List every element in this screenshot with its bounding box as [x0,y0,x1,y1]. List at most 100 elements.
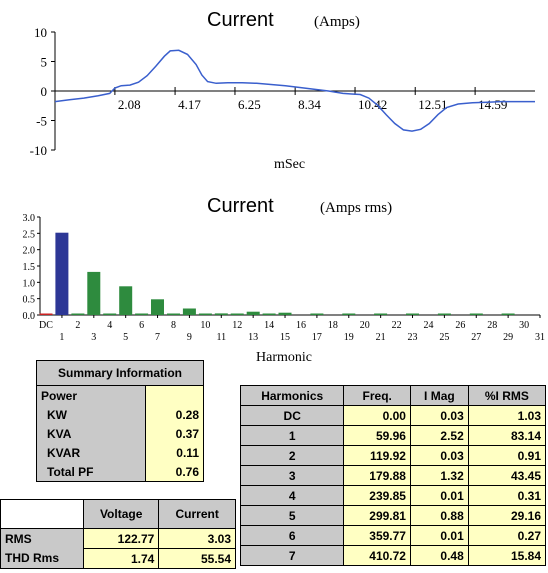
wave-y-ticks: 10 5 0 -5 -10 [30,25,55,158]
harmonics-table-row: 2 119.92 0.03 0.91 [239,445,547,466]
bar-x-tick-label-upper: 24 [423,320,433,331]
harmonics-table-row: 4 239.85 0.01 0.31 [239,485,547,506]
current-waveform-chart: Current (Amps) 10 5 0 -5 -10 2.08 4.17 6.25 8.3… [30,9,535,172]
bar-x-tick-label-lower: 3 [91,332,96,343]
bar-x-tick-label-lower: 29 [503,332,513,343]
bar-x-tick-label-lower: 11 [216,332,226,343]
harmonic-bar [71,313,85,315]
harmonic-pct-cell: 0.27 [467,525,547,546]
harmonic-bar [182,308,196,315]
wave-chart-title: Current [207,9,274,31]
harmonic-bar [469,313,483,315]
bar-x-tick-label-upper: 12 [232,320,242,331]
harmonic-order-cell: 5 [239,505,345,526]
bar-y-tick-label: 0.0 [23,311,36,322]
vi-voltage-cell: 122.77 [82,528,160,549]
harmonics-table-row: 5 299.81 0.88 29.16 [239,505,547,526]
harmonic-spectrum-chart: Current (Amps rms) 3.0 2.5 2.0 1.5 1.0 0.5 0.0… [23,195,546,365]
bar-x-tick-label-lower: 17 [312,332,322,343]
bar-y-tick-label: 1.0 [23,278,36,289]
harmonic-pct-cell: 83.14 [467,425,547,446]
harmonic-bar [406,313,419,315]
bar-y-tick-label: 2.5 [23,229,36,240]
bar-x-ticks: DC 2 4 6 8 10 12 14 16 18 20 22 24 26 28 301 3 5 7 9 11 13 15 1… [39,315,545,343]
vi-voltage-cell: 1.74 [82,548,160,569]
wave-x-tick-label: 10.42 [358,97,387,112]
bar-x-tick-label-lower: 1 [59,332,64,343]
bar-series [39,232,515,315]
wave-x-tick-label: 4.17 [178,97,201,112]
bar-y-tick-label: 1.5 [23,262,36,273]
wave-x-axis-label: mSec [274,157,305,172]
harmonic-imag-cell: 0.01 [409,485,469,506]
bar-x-tick-label-upper: 14 [264,320,274,331]
harmonic-bar [198,313,212,315]
current-waveform-line [54,49,535,132]
harmonic-bar [87,271,101,315]
harmonics-table: Harmonics Freq. I Mag %I RMS DC 0.00 0.03 1… [239,385,547,566]
bar-x-tick-label-lower: 15 [280,332,290,343]
vi-current-cell: 3.03 [158,528,236,549]
summary-title: Summary Information [36,360,204,386]
harmonic-bar [55,232,69,315]
harm-header-freq: Freq. [343,385,411,406]
wave-y-tick-label: 0 [41,84,48,99]
harmonics-table-row: 3 179.88 1.32 43.45 [239,465,547,486]
bar-x-tick-label-upper: 20 [360,320,370,331]
harmonic-freq-cell: 59.96 [343,425,411,446]
vi-current-cell: 55.54 [158,548,236,569]
bar-x-tick-label-lower: 21 [376,332,386,343]
bar-x-tick-label-upper: 30 [519,320,529,331]
power-blank [145,385,204,405]
wave-x-tick-label: 14.59 [478,97,507,112]
harmonic-pct-cell: 29.16 [467,505,547,526]
harmonic-order-cell: 2 [239,445,345,466]
harmonic-imag-cell: 0.03 [409,445,469,466]
vi-row-label: THD Rms [0,548,84,569]
harmonic-bar [310,313,324,315]
bar-x-tick-label-lower: 7 [155,332,160,343]
wave-y-tick-label: 10 [34,25,47,40]
bar-x-tick-label-lower: 19 [344,332,354,343]
wave-y-tick-label: -10 [30,143,47,158]
harmonic-bar [119,286,133,315]
bar-x-tick-label-upper: 4 [107,320,112,331]
harmonic-order-cell: 1 [239,425,345,446]
harmonics-table-row: 6 359.77 0.01 0.27 [239,525,547,546]
bar-x-tick-label-lower: 13 [248,332,258,343]
wave-x-ticks: 2.08 4.17 6.25 8.34 10.42 12.51 14.59 [114,87,507,112]
harmonic-pct-cell: 0.31 [467,485,547,506]
bar-x-tick-label-upper: 16 [296,320,306,331]
harmonic-order-cell: 6 [239,525,345,546]
harmonic-bar [342,313,356,315]
bar-y-tick-label: 3.0 [23,213,36,224]
harmonic-imag-cell: 1.32 [409,465,469,486]
harmonic-bar [437,313,451,315]
harmonics-table-row: 1 59.96 2.52 83.14 [239,425,547,446]
summary-row-value: 0.28 [145,405,204,424]
harmonic-imag-cell: 0.48 [409,545,469,566]
summary-row-label: Total PF [35,462,147,482]
bar-x-tick-label-lower: 31 [535,332,545,343]
wave-chart-subtitle: (Amps) [314,14,360,30]
bar-x-tick-label-upper: 8 [171,320,176,331]
summary-row-label: KVA [35,424,147,443]
harmonic-freq-cell: 179.88 [343,465,411,486]
wave-y-tick-label: -5 [36,114,47,129]
harm-header-imag: I Mag [409,385,469,406]
harmonic-pct-cell: 0.91 [467,445,547,466]
harmonic-bar [214,313,228,315]
bar-x-tick-label-upper: 22 [392,320,402,331]
harmonic-imag-cell: 0.03 [409,405,469,426]
harmonic-bar [167,313,180,315]
summary-row-value: 0.11 [145,443,204,462]
harmonic-order-cell: 3 [239,465,345,486]
wave-x-tick-label: 12.51 [418,97,447,112]
harmonic-bar [230,313,244,315]
harmonic-imag-cell: 2.52 [409,425,469,446]
summary-information-table: Summary Information Power KW 0.28 KVA 0.37 K… [35,360,204,482]
harmonic-bar [39,313,53,315]
harmonic-bar [151,299,164,315]
harmonic-pct-cell: 43.45 [467,465,547,486]
vi-header-current: Current [158,499,236,529]
